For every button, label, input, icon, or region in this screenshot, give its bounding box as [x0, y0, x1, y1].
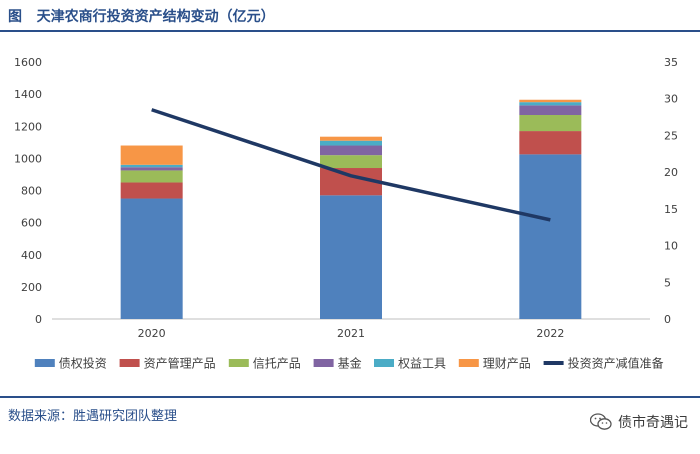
data-source: 数据来源：胜遇研究团队整理	[8, 409, 178, 424]
bar-segment	[519, 131, 582, 155]
bar-segment	[320, 145, 382, 156]
x-tick-label: 2021	[337, 327, 365, 340]
stacked-bar-line-chart: 0 200 400 600 800 1000 1200 1400 1600 0 5 10 15 20 25 3…	[14, 56, 678, 371]
right-y-tick-label: 10	[664, 240, 678, 253]
wechat-icon	[590, 413, 612, 430]
right-y-tick-label: 35	[664, 56, 678, 69]
brand-name: 债市奇遇记	[618, 415, 688, 431]
chart-title: 图 天津农商行投资资产结构变动（亿元）	[8, 6, 275, 26]
legend-item: 资产管理产品	[119, 356, 216, 371]
bar-segment	[120, 170, 183, 183]
bar-segment	[519, 115, 582, 132]
bar-segment	[320, 140, 382, 146]
title-bar: 图 天津农商行投资资产结构变动（亿元）	[0, 0, 700, 32]
legend-item: 理财产品	[458, 357, 531, 371]
legend-label: 资产管理产品	[144, 356, 216, 371]
legend-item: 信托产品	[228, 357, 301, 371]
bar-segment	[120, 198, 183, 319]
left-y-tick-label: 800	[21, 185, 42, 198]
axes: 0 200 400 600 800 1000 1200 1400 1600 0 5 10 15 20 25 3…	[14, 56, 678, 340]
legend-item: 债权投资	[34, 356, 107, 371]
bar-segment	[519, 154, 582, 319]
bar-segment	[120, 164, 183, 168]
right-y-tick-label: 15	[664, 203, 678, 216]
legend: 债权投资 资产管理产品 信托产品 基金 权益工具 理财产品 投资资产减值准备	[34, 356, 664, 371]
legend-label: 信托产品	[253, 357, 301, 371]
bar-segment	[519, 102, 582, 106]
legend-line-swatch	[543, 361, 564, 365]
right-y-tick-label: 30	[664, 93, 678, 106]
left-y-tick-label: 1000	[14, 152, 42, 165]
bar-segment	[519, 99, 582, 103]
legend-swatch	[374, 359, 394, 367]
left-y-tick-label: 1600	[14, 56, 42, 69]
right-y-tick-label: 25	[664, 129, 678, 142]
legend-label: 理财产品	[483, 357, 531, 371]
line-series	[151, 108, 551, 222]
legend-swatch	[313, 359, 334, 367]
brand: 债市奇遇记	[590, 412, 688, 432]
bar-segment	[320, 136, 382, 141]
bar-segment	[320, 155, 382, 169]
title-text: 天津农商行投资资产结构变动（亿元）	[36, 9, 275, 25]
figure-label: 图	[8, 9, 22, 25]
left-y-tick-label: 1400	[14, 88, 42, 101]
legend-swatch	[119, 359, 140, 367]
x-tick-label: 2022	[536, 327, 564, 340]
right-y-tick-label: 5	[664, 276, 671, 289]
right-y-tick-label: 0	[664, 313, 671, 326]
bar-segment	[120, 167, 183, 171]
footer-divider	[0, 396, 700, 398]
legend-swatch	[34, 359, 55, 367]
x-tick-label: 2020	[138, 327, 166, 340]
bars	[120, 99, 582, 319]
left-y-tick-label: 200	[21, 281, 42, 294]
legend-item: 权益工具	[374, 357, 446, 371]
bar-segment	[320, 195, 382, 319]
legend-item: 投资资产减值准备	[543, 356, 664, 371]
legend-swatch	[458, 359, 479, 367]
legend-label: 投资资产减值准备	[568, 356, 664, 371]
bar-segment	[519, 105, 582, 116]
legend-item: 基金	[313, 356, 362, 371]
left-y-tick-label: 1200	[14, 120, 42, 133]
left-y-tick-label: 0	[35, 313, 42, 326]
right-y-tick-label: 20	[664, 166, 678, 179]
legend-label: 债权投资	[59, 356, 107, 371]
legend-label: 基金	[338, 356, 362, 371]
legend-swatch	[228, 359, 249, 367]
bar-segment	[120, 182, 183, 199]
legend-label: 权益工具	[398, 357, 446, 371]
left-y-tick-label: 600	[21, 217, 42, 230]
left-y-tick-label: 400	[21, 249, 42, 262]
bar-segment	[120, 145, 183, 165]
